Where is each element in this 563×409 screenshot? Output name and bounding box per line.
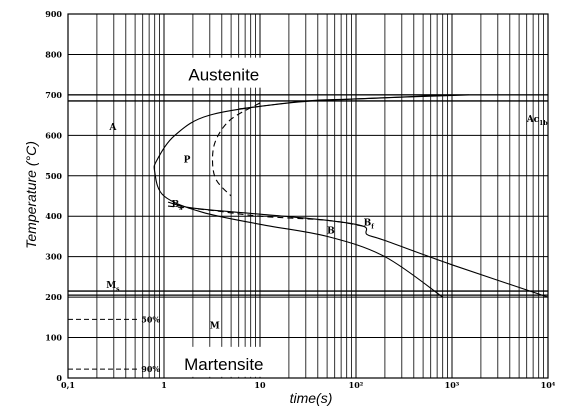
y-tick-label: 600	[45, 130, 62, 140]
curve-5	[167, 205, 364, 227]
y-tick-label: 100	[45, 333, 62, 343]
curve-2	[238, 94, 453, 110]
region-label-box	[164, 57, 283, 88]
y-tick-label: 800	[45, 49, 62, 59]
transformation-curves	[153, 94, 549, 298]
region-label: A	[108, 123, 117, 133]
reference-lines	[68, 94, 548, 296]
region-label: Ac1b	[526, 115, 548, 127]
x-tick-label: 10²	[349, 380, 364, 390]
curve-3	[167, 201, 549, 298]
y-tick-label: 900	[45, 9, 62, 19]
grid	[67, 13, 549, 379]
region-label: M	[210, 321, 220, 331]
cooling-marker-label: 90%	[141, 364, 160, 374]
x-tick-label: 0,1	[61, 380, 75, 390]
x-tick-label: 10	[254, 380, 266, 390]
x-tick-label: 1	[161, 380, 167, 390]
region-label: P	[184, 156, 191, 166]
cooling-marker-label: 50%	[141, 314, 160, 324]
y-tick-label: 500	[45, 171, 62, 181]
region-label: B	[327, 226, 335, 236]
y-tick-label: 700	[45, 90, 62, 100]
x-axis-label: time(s)	[290, 390, 333, 406]
tick-labels: 0 100 200 300 400 500 600 700 800 900 0,1 1 10 10² 10³…	[45, 9, 556, 390]
region-label: Bf	[364, 218, 375, 230]
region-label: Austenite	[188, 66, 259, 85]
x-tick-label: 10³	[445, 380, 460, 390]
curve-1	[153, 94, 469, 298]
region-fills	[164, 57, 283, 377]
cooling-markers: 50% 90%	[68, 314, 160, 374]
plot-frame	[67, 13, 549, 379]
region-label: Bs	[172, 200, 184, 212]
region-label-box	[164, 346, 283, 377]
curve-4	[211, 102, 261, 197]
region-label: Martensite	[184, 355, 263, 374]
y-axis-label: Temperature (°C)	[23, 141, 39, 249]
y-tick-label: 200	[45, 292, 62, 302]
y-tick-label: 400	[45, 211, 62, 221]
y-tick-label: 300	[45, 252, 62, 262]
y-tick-label: 0	[56, 373, 62, 383]
x-tick-label: 10⁴	[541, 380, 556, 390]
